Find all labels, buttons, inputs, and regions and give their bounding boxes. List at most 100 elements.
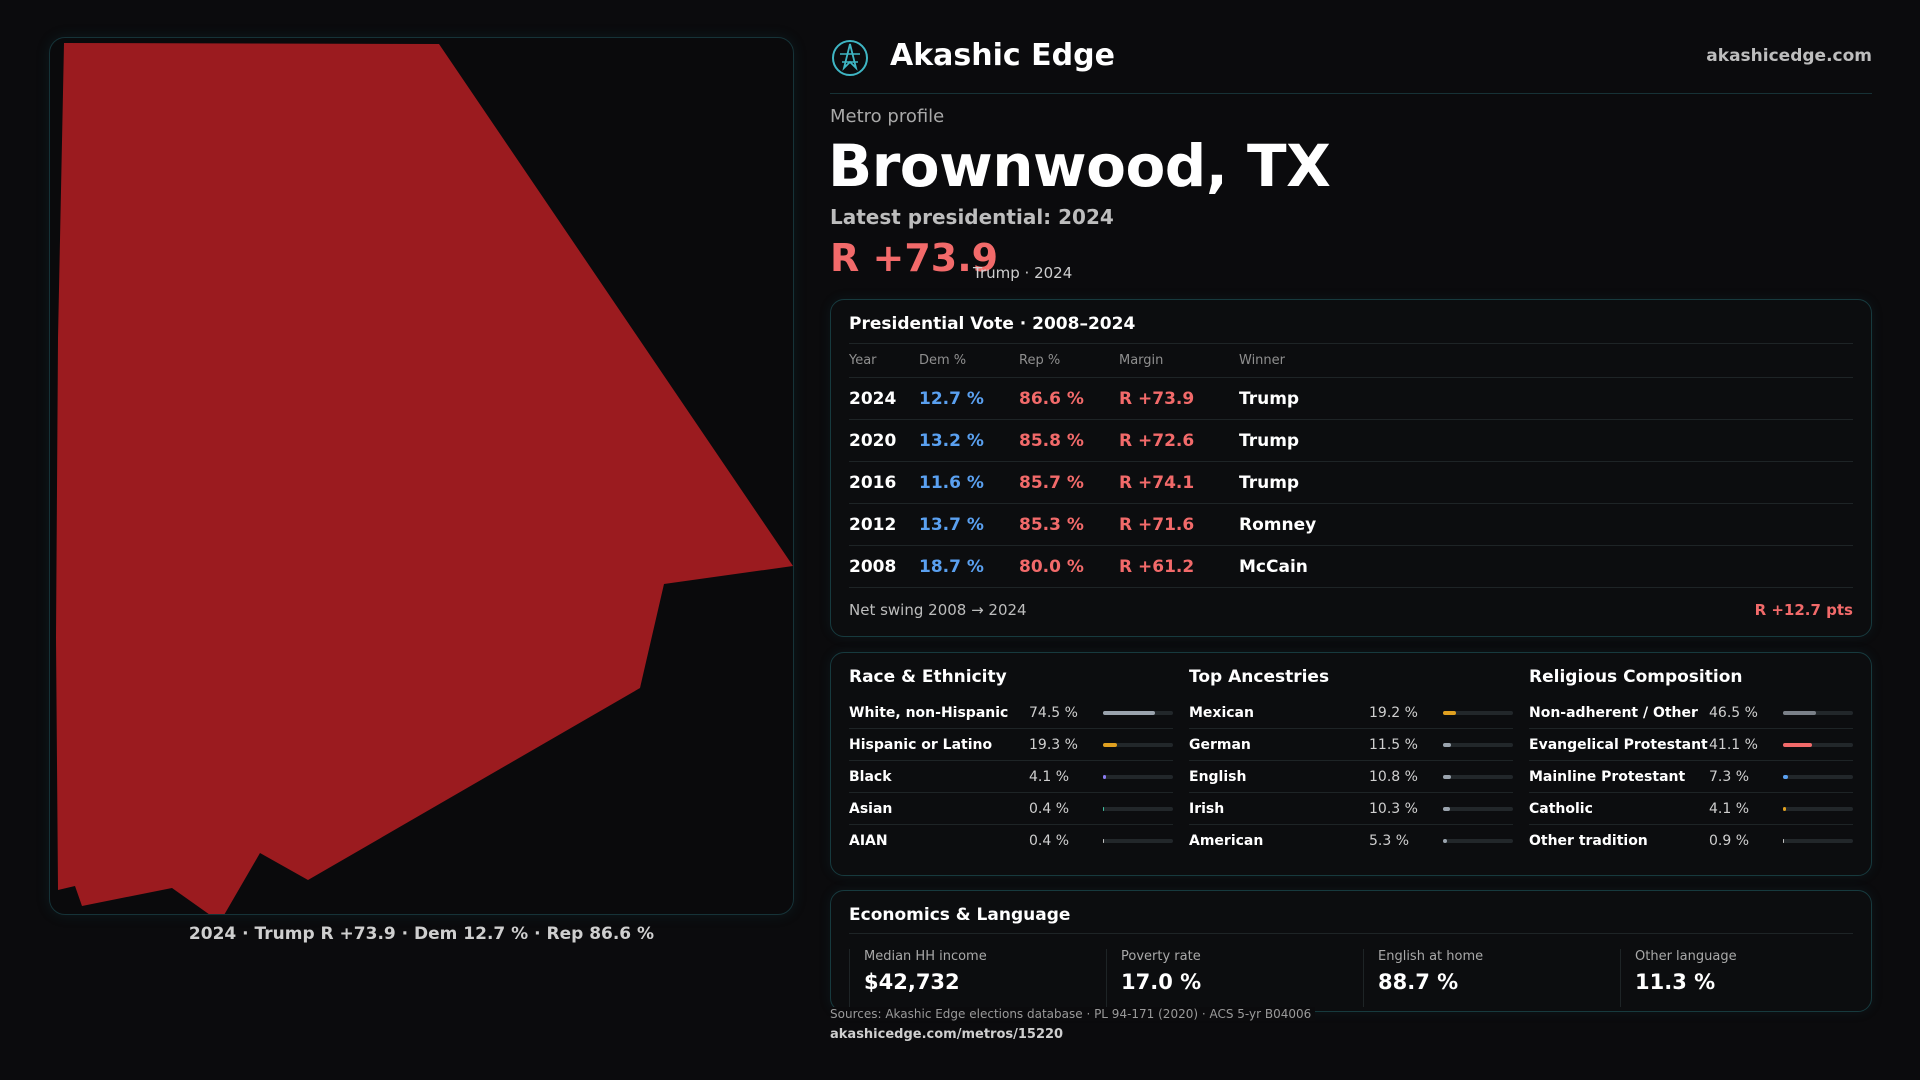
compass-logo-icon (832, 40, 868, 76)
ancestry-value: 11.5 % (1369, 736, 1418, 753)
religion-bar-fill (1783, 710, 1816, 715)
winner-cell: Trump (1239, 430, 1300, 451)
page-url-link[interactable]: akashicedge.com/metros/15220 (830, 1027, 1064, 1042)
table-row: 2012 13.7 % 85.3 % R +71.6 Romney (849, 504, 1853, 546)
county-map (49, 37, 794, 915)
econ-stat-label: Poverty rate (1121, 949, 1201, 964)
winner-cell: McCain (1239, 556, 1308, 577)
religion-bar (1783, 774, 1853, 779)
latest-margin: R +73.9 (830, 236, 999, 280)
margin-cell: R +61.2 (1119, 556, 1195, 577)
table-row: 2016 11.6 % 85.7 % R +74.1 Trump (849, 462, 1853, 504)
religion-value: 0.9 % (1709, 833, 1750, 849)
dem-cell: 12.7 % (919, 388, 984, 409)
religion-bar (1783, 710, 1853, 715)
race-row: Asian 0.4 % (849, 793, 1173, 825)
econ-stat-label: Other language (1635, 949, 1737, 964)
map-caption: 2024 · Trump R +73.9 · Dem 12.7 % · Rep … (188, 924, 655, 944)
rep-cell: 85.7 % (1019, 472, 1084, 493)
race-value: 0.4 % (1029, 800, 1070, 817)
ancestry-bar-fill (1443, 710, 1457, 715)
religion-bar-fill (1783, 839, 1785, 843)
brand-header: Akashic Edge akashicedge.com (830, 34, 1872, 94)
race-row: Hispanic or Latino 19.3 % (849, 729, 1173, 761)
rep-cell: 85.3 % (1019, 514, 1084, 535)
race-title: Race & Ethnicity (849, 667, 1007, 687)
dem-cell: 11.6 % (919, 472, 984, 493)
econ-stat-value: $42,732 (864, 970, 960, 994)
ancestry-row: German 11.5 % (1189, 729, 1513, 761)
race-label: Black (849, 768, 892, 785)
vote-table: Year Dem % Rep % Margin Winner 2024 12.7… (849, 343, 1853, 588)
ancestry-bar (1443, 710, 1513, 715)
race-label: Hispanic or Latino (849, 736, 993, 753)
winner-cell: Trump (1239, 388, 1300, 409)
race-bar (1103, 839, 1173, 843)
ancestry-bar-fill (1443, 742, 1452, 747)
ancestry-bar-fill (1443, 806, 1451, 811)
year-cell: 2020 (849, 430, 897, 451)
year-cell: 2008 (849, 556, 897, 577)
ancestry-bar-fill (1443, 839, 1447, 843)
rep-cell: 85.8 % (1019, 430, 1084, 451)
econ-stat: English at home 88.7 % (1363, 949, 1603, 1007)
econ-stat-value: 88.7 % (1378, 970, 1459, 994)
rep-cell: 86.6 % (1019, 388, 1084, 409)
sources-note: Sources: Akashic Edge elections database… (830, 1007, 1316, 1021)
margin-cell: R +74.1 (1119, 472, 1195, 493)
ancestry-bar (1443, 742, 1513, 747)
race-value: 74.5 % (1029, 704, 1078, 721)
county-shape (56, 43, 793, 914)
dem-cell: 13.2 % (919, 430, 984, 451)
religion-bar (1783, 839, 1853, 843)
race-bar-fill (1103, 710, 1156, 715)
winner-cell: Romney (1239, 514, 1317, 535)
ancestry-label: Mexican (1189, 704, 1254, 721)
county-shape-svg (56, 43, 793, 914)
race-section: Race & Ethnicity White, non-Hispanic 74.5… (849, 667, 1173, 857)
religion-label: Evangelical Protestant (1529, 736, 1708, 753)
vote-history-card: Presidential Vote · 2008–2024 Year Dem %… (830, 299, 1872, 637)
religion-section: Religious Composition Non-adherent / Oth… (1529, 667, 1853, 857)
site-link[interactable]: akashicedge.com (1706, 46, 1872, 66)
religion-row: Mainline Protestant 7.3 % (1529, 761, 1853, 793)
dem-cell: 18.7 % (919, 556, 984, 577)
net-swing-value: R +12.7 pts (1754, 601, 1853, 619)
margin-cell: R +72.6 (1119, 430, 1195, 451)
race-value: 4.1 % (1029, 768, 1070, 785)
religion-value: 41.1 % (1709, 736, 1758, 753)
race-value: 19.3 % (1029, 736, 1078, 753)
race-bar-fill (1103, 774, 1106, 779)
race-label: Asian (849, 800, 893, 817)
year-cell: 2024 (849, 388, 897, 409)
net-swing-label: Net swing 2008 → 2024 (849, 601, 1027, 619)
religion-bar (1783, 806, 1853, 811)
dem-cell: 13.7 % (919, 514, 984, 535)
net-swing: Net swing 2008 → 2024 R +12.7 pts (849, 601, 1853, 619)
ancestry-row: Irish 10.3 % (1189, 793, 1513, 825)
ancestry-label: English (1189, 768, 1247, 785)
race-row: AIAN 0.4 % (849, 825, 1173, 857)
race-label: White, non-Hispanic (849, 704, 1009, 721)
col-year: Year (849, 353, 877, 368)
religion-row: Non-adherent / Other 46.5 % (1529, 697, 1853, 729)
religion-bar (1783, 742, 1853, 747)
religion-label: Catholic (1529, 800, 1593, 817)
eyebrow-label: Metro profile (830, 106, 945, 127)
margin-cell: R +71.6 (1119, 514, 1195, 535)
ancestry-label: German (1189, 736, 1251, 753)
year-cell: 2012 (849, 514, 897, 535)
race-value: 0.4 % (1029, 833, 1070, 849)
brand-name: Akashic Edge (890, 38, 1115, 73)
ancestry-value: 5.3 % (1369, 833, 1410, 849)
margin-cell: R +73.9 (1119, 388, 1195, 409)
religion-label: Non-adherent / Other (1529, 704, 1698, 721)
ancestry-row: English 10.8 % (1189, 761, 1513, 793)
ancestry-bar (1443, 839, 1513, 843)
col-dem: Dem % (919, 353, 967, 368)
table-row: 2020 13.2 % 85.8 % R +72.6 Trump (849, 420, 1853, 462)
econ-stat-value: 17.0 % (1121, 970, 1202, 994)
race-label: AIAN (849, 833, 888, 849)
col-margin: Margin (1119, 353, 1164, 368)
econ-stat-label: English at home (1378, 949, 1484, 964)
